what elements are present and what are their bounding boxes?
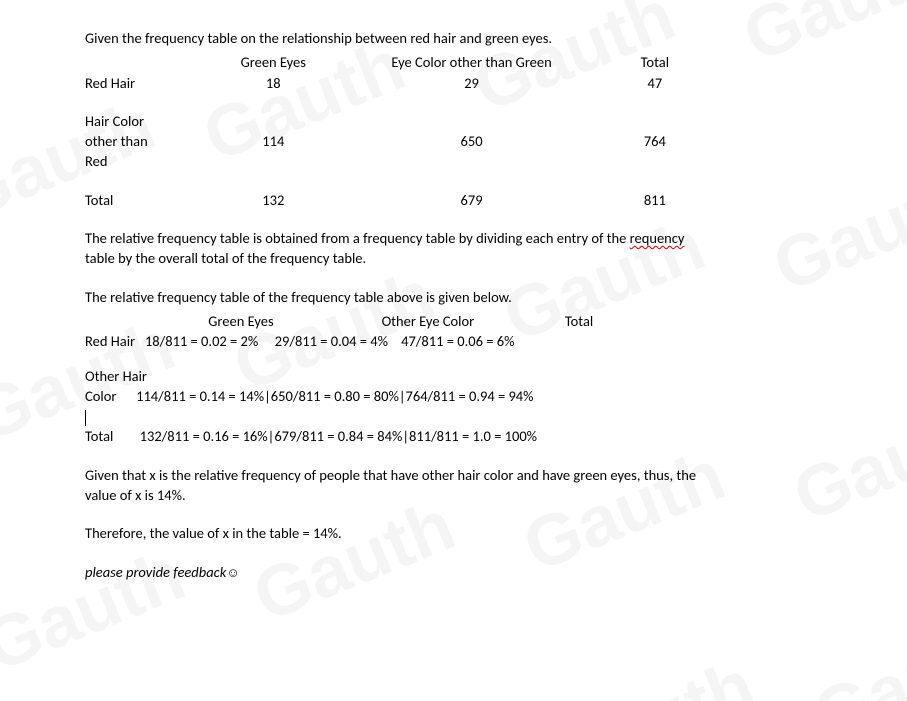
rel-header-col1: Green Eyes <box>178 311 378 331</box>
rel-cell: 47/811 = 0.06 = 6% <box>401 332 514 350</box>
freq-cell: 811 <box>595 190 715 210</box>
text-cursor[interactable] <box>85 410 86 426</box>
watermark: Gauth <box>272 684 496 701</box>
freq-row-label: Hair Color <box>85 111 195 131</box>
freq-row-redhair: Red Hair 18 29 47 <box>85 73 865 93</box>
explain-line1: The relative frequency table is obtained… <box>85 228 865 248</box>
freq-row-otherhair-line2: other than 114 650 764 <box>85 131 865 151</box>
conclusion-line1: Given that x is the relative frequency o… <box>85 465 865 485</box>
freq-row-label: other than <box>85 131 195 151</box>
explain-line2: table by the overall total of the freque… <box>85 248 865 268</box>
rel-header-col2: Other Eye Color <box>382 311 562 331</box>
freq-row-otherhair-line1: Hair Color <box>85 111 865 131</box>
watermark: Gauth <box>802 604 907 701</box>
rel-cell: 29/811 = 0.04 = 4% <box>275 332 388 350</box>
watermark: Gauth <box>542 644 766 701</box>
freq-row-label: Total <box>85 190 195 210</box>
intro-line: Given the frequency table on the relatio… <box>85 28 865 48</box>
rel-row-label: Total <box>85 427 113 445</box>
freq-header-col1: Green Eyes <box>198 52 348 72</box>
rel-row-label: Other Hair <box>85 367 147 385</box>
freq-row-label: Red <box>85 151 195 171</box>
rel-cells: 114/811 = 0.14 = 14%|650/811 = 0.80 = 80… <box>136 387 533 405</box>
freq-cell: 29 <box>352 73 592 93</box>
freq-cell: 47 <box>595 73 715 93</box>
freq-header-col3: Total <box>595 52 715 72</box>
explain-line3: The relative frequency table of the freq… <box>85 287 865 307</box>
freq-row-label: Red Hair <box>85 73 195 93</box>
conclusion-line2: value of x is 14%. <box>85 485 865 505</box>
rel-row-redhair: Red Hair 18/811 = 0.02 = 2% 29/811 = 0.0… <box>85 331 865 351</box>
feedback-line: please provide feedback☺ <box>85 562 865 583</box>
freq-row-otherhair-line3: Red <box>85 151 865 171</box>
rel-row-label: Color <box>85 387 116 405</box>
spellcheck-error: requency <box>630 229 685 247</box>
smile-icon: ☺ <box>226 566 239 581</box>
rel-row-label: Red Hair <box>85 332 135 350</box>
rel-cells: 132/811 = 0.16 = 16%|679/811 = 0.84 = 84… <box>140 427 537 445</box>
freq-cell: 132 <box>198 190 348 210</box>
rel-table-header-row: Green Eyes Other Eye Color Total <box>85 311 865 331</box>
freq-header-col2: Eye Color other than Green <box>352 52 592 72</box>
text-cursor-line[interactable] <box>85 406 865 426</box>
document-body: Given the frequency table on the relatio… <box>85 28 865 587</box>
freq-cell: 764 <box>595 131 715 151</box>
freq-cell: 679 <box>352 190 592 210</box>
rel-row-otherhair-line1: Other Hair <box>85 366 865 386</box>
rel-row-otherhair-line2: Color 114/811 = 0.14 = 14%|650/811 = 0.8… <box>85 386 865 406</box>
rel-cell: 18/811 = 0.02 = 2% <box>145 332 258 350</box>
freq-cell: 18 <box>198 73 348 93</box>
freq-cell: 650 <box>352 131 592 151</box>
freq-cell: 114 <box>198 131 348 151</box>
freq-row-total: Total 132 679 811 <box>85 190 865 210</box>
feedback-text: please provide feedback <box>85 563 226 581</box>
rel-row-total: Total 132/811 = 0.16 = 16%|679/811 = 0.8… <box>85 426 865 446</box>
conclusion-line3: Therefore, the value of x in the table =… <box>85 523 865 543</box>
rel-header-col3: Total <box>565 311 705 331</box>
freq-table-header-row: Green Eyes Eye Color other than Green To… <box>85 52 865 72</box>
explain-text: The relative frequency table is obtained… <box>85 229 630 247</box>
